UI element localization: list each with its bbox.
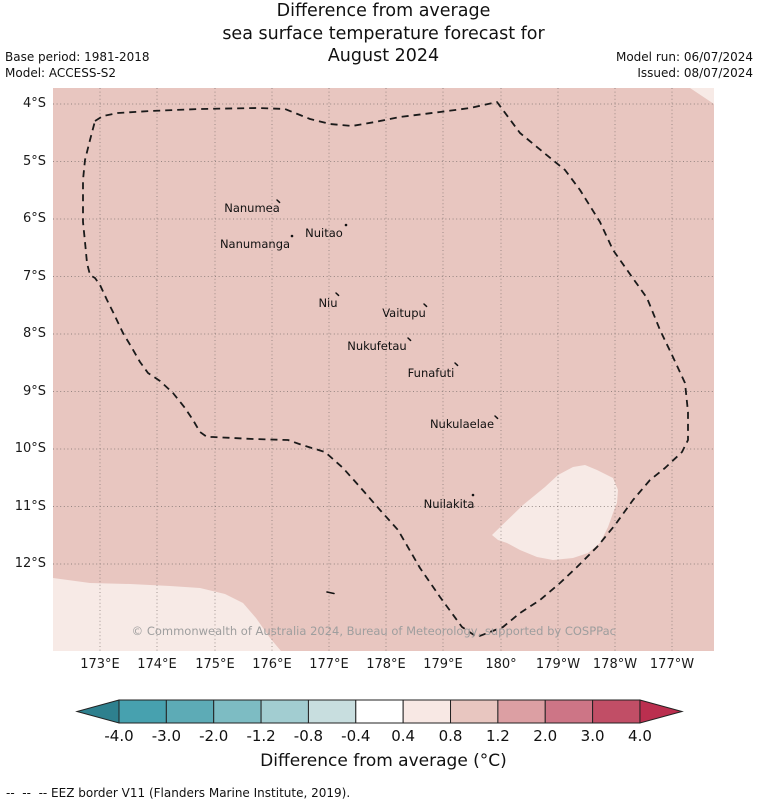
colorbar-tick-0.4: 0.4	[391, 727, 416, 745]
lat-tick-11degS: 11°S	[14, 498, 46, 514]
lon-tick-179degE: 179°E	[423, 657, 463, 672]
sst-anomaly-map	[53, 88, 714, 651]
island-mark-nuilakita	[471, 493, 475, 497]
colorbar-tick-2.0: 2.0	[533, 727, 558, 745]
title-line-2: sea surface temperature forecast for	[222, 23, 545, 44]
lon-tick-179degW: 179°W	[535, 657, 581, 672]
island-mark-nukulaelae	[494, 415, 499, 420]
model-info-left: Base period: 1981-2018 Model: ACCESS-S2	[5, 49, 150, 81]
lat-tick-4degS: 4°S	[22, 96, 46, 111]
colorbar-tick--0.4: -0.4	[341, 727, 371, 745]
island-label-nanumanga: Nanumanga	[219, 237, 291, 251]
lat-tick-7degS: 7°S	[22, 268, 46, 284]
island-mark-vaitupu	[423, 303, 428, 308]
small-island-contour-mark	[326, 591, 335, 595]
sea-fill	[53, 88, 714, 651]
lat-tick-6degS: 6°S	[22, 211, 46, 226]
lon-tick-174degE: 174°E	[137, 657, 177, 672]
attribution-text: © Commonwealth of Australia 2024, Bureau…	[131, 624, 616, 638]
island-mark-funafuti	[454, 362, 459, 367]
colorbar	[75, 699, 684, 724]
lon-tick-177degE: 177°E	[309, 657, 349, 672]
colorbar-tick--2.0: -2.0	[199, 727, 229, 745]
island-mark-nuitao	[344, 223, 348, 227]
colorbar-segment-5	[355, 699, 404, 724]
map-canvas: © Commonwealth of Australia 2024, Bureau…	[53, 88, 714, 651]
colorbar-segment-6	[402, 699, 452, 724]
eez-border-note: -- -- -- EEZ border V11 (Flanders Marine…	[6, 786, 351, 800]
lon-tick-178degE: 178°E	[366, 657, 406, 672]
island-mark-nanumea	[276, 199, 281, 204]
lon-tick-175degE: 175°E	[195, 657, 235, 672]
colorbar-tick-1.2: 1.2	[485, 727, 510, 745]
island-mark-nukufetau	[407, 337, 412, 342]
island-label-nuitao: Nuitao	[305, 226, 343, 240]
base-period: Base period: 1981-2018	[5, 50, 150, 64]
island-mark-nanumanga	[290, 234, 294, 238]
lat-tick-10degS: 10°S	[14, 441, 46, 456]
lon-tick-178degW: 178°W	[592, 657, 638, 672]
lat-tick-5degS: 5°S	[22, 153, 46, 169]
colorbar-segment-2	[213, 699, 262, 724]
colorbar-right-arrow	[639, 699, 684, 724]
eez-border-line	[82, 101, 689, 638]
lon-tick-180deg: 180°	[485, 657, 517, 672]
colorbar-tick-3.0: 3.0	[580, 727, 605, 745]
light-anomaly-region-0	[53, 578, 281, 651]
model-info-right: Model run: 06/07/2024 Issued: 08/07/2024	[616, 49, 753, 81]
light-anomaly-region-2	[690, 88, 714, 104]
lon-tick-173degE: 173°E	[80, 657, 120, 672]
light-anomaly-region-1	[492, 465, 618, 560]
island-label-nukufetau: Nukufetau	[347, 339, 407, 353]
lat-tick-12degS: 12°S	[14, 556, 46, 571]
colorbar-segment-0	[118, 699, 167, 724]
island-label-nuilakita: Nuilakita	[423, 497, 475, 511]
figure-title: Difference from average sea surface temp…	[53, 0, 714, 68]
colorbar-tick--4.0: -4.0	[104, 727, 134, 745]
lat-tick-9degS: 9°S	[22, 383, 46, 399]
title-line-1: Difference from average	[276, 1, 491, 21]
island-label-nanumea: Nanumea	[224, 201, 280, 215]
model-name: Model: ACCESS-S2	[5, 66, 117, 80]
colorbar-segment-4	[307, 699, 357, 724]
colorbar-left-arrow	[75, 699, 120, 724]
colorbar-segment-8	[497, 699, 546, 724]
island-mark-niu	[335, 292, 340, 297]
colorbar-tick-4.0: 4.0	[628, 727, 652, 745]
island-label-funafuti: Funafuti	[407, 366, 455, 380]
colorbar-tick-0.8: 0.8	[438, 727, 463, 745]
colorbar-segment-10	[592, 699, 641, 724]
colorbar-tick--0.8: -0.8	[293, 727, 324, 745]
issued-date: Issued: 08/07/2024	[637, 66, 753, 80]
colorbar-tick--1.2: -1.2	[246, 727, 276, 745]
colorbar-segment-3	[260, 699, 309, 724]
island-label-nukulaelae: Nukulaelae	[429, 417, 495, 431]
colorbar-segment-7	[450, 699, 499, 724]
island-label-niu: Niu	[318, 296, 338, 310]
lon-tick-176degE: 176°E	[252, 657, 292, 672]
colorbar-label: Difference from average (°C)	[260, 751, 507, 771]
colorbar-segment-1	[165, 699, 215, 724]
colorbar-segment-9	[544, 699, 594, 724]
lat-tick-8degS: 8°S	[22, 326, 46, 341]
colorbar-tick--3.0: -3.0	[151, 727, 181, 745]
lon-tick-177degW: 177°W	[649, 657, 695, 672]
title-line-3: August 2024	[327, 46, 440, 66]
model-run-date: Model run: 06/07/2024	[615, 50, 753, 64]
island-label-vaitupu: Vaitupu	[382, 306, 426, 320]
